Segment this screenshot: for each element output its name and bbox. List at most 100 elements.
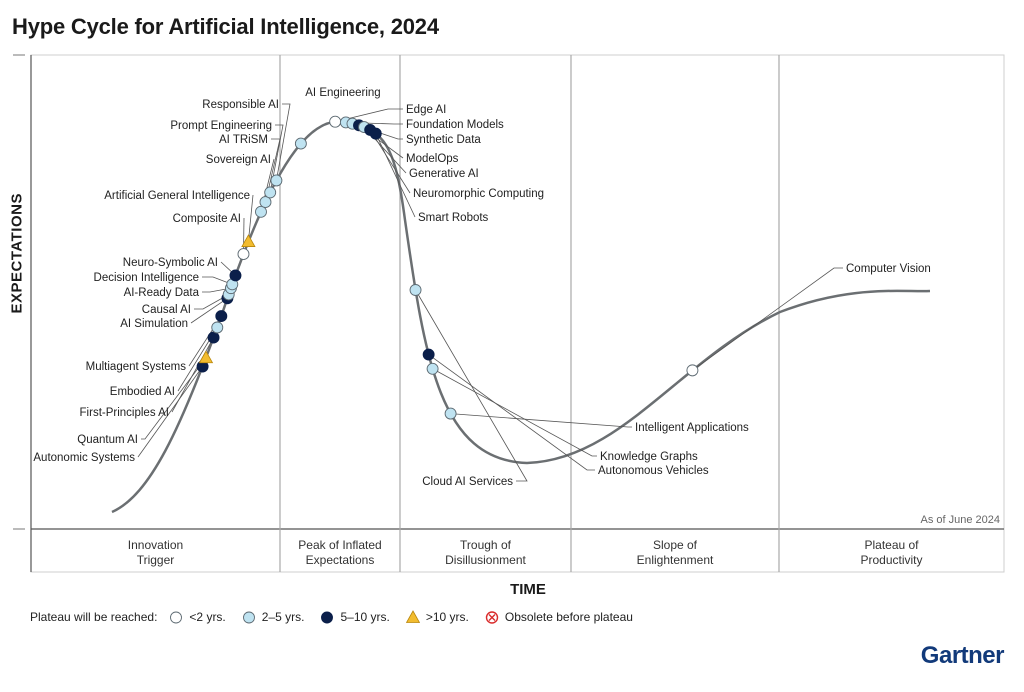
leader-artificial-general-intelligence (247, 194, 254, 242)
label-computer-vision: Computer Vision (846, 263, 931, 275)
marker-edge-ai (329, 115, 342, 128)
legend-item-gt10: >10 yrs. (405, 610, 469, 624)
phase-dividers (279, 55, 780, 572)
legend-symbol-2to5 (242, 611, 255, 624)
marker-sovereign-ai (255, 205, 267, 218)
legend-item-obsolete: Obsolete before plateau (485, 610, 633, 624)
as-of-note: As of June 2024 (920, 514, 1000, 526)
marker-composite-ai (237, 248, 250, 261)
label-ai-simulation: AI Simulation (120, 318, 188, 330)
label-ai-trism: AI TRiSM (219, 134, 268, 146)
leader-responsible-ai (276, 103, 291, 181)
label-cloud-ai-services: Cloud AI Services (422, 476, 513, 488)
label-smart-robots: Smart Robots (418, 212, 489, 224)
legend-symbol-5to10 (321, 611, 334, 624)
leader-decision-intelligence (202, 276, 233, 285)
technology-labels: Autonomic Systems Quantum AI First-Princip… (33, 87, 930, 488)
leader-smart-robots (375, 133, 416, 218)
phase-label: Plateau of Productivity (860, 538, 922, 567)
legend-item-2to5: 2–5 yrs. (242, 610, 305, 624)
legend-marker-lt2 (170, 611, 183, 624)
legend-label-2to5: 2–5 yrs. (261, 610, 305, 624)
marker-artificial-general-intelligence (241, 234, 256, 247)
leader-ai-simulation (190, 297, 228, 324)
label-ai-engineering: AI Engineering (305, 87, 380, 99)
label-composite-ai: Composite AI (173, 213, 241, 225)
legend-symbol-obsolete (485, 611, 499, 624)
marker-intelligent-applications (444, 407, 457, 420)
phase-label: Trough of Disillusionment (445, 538, 526, 567)
legend-item-5to10: 5–10 yrs. (320, 610, 390, 624)
label-decision-intelligence: Decision Intelligence (94, 272, 199, 284)
marker-knowledge-graphs (426, 362, 439, 375)
marker-smart-robots (369, 127, 382, 140)
label-multiagent-systems: Multiagent Systems (86, 361, 187, 373)
label-edge-ai: Edge AI (406, 104, 446, 116)
leader-ai-ready-data (202, 287, 232, 293)
label-responsible-ai: Responsible AI (202, 99, 279, 111)
leader-prompt-engineering (269, 124, 284, 193)
leader-cloud-ai-services (415, 289, 528, 482)
leader-quantum-ai (141, 357, 207, 440)
marker-computer-vision (686, 364, 699, 377)
label-modelops: ModelOps (406, 153, 459, 165)
label-prompt-engineering: Prompt Engineering (170, 120, 272, 132)
marker-cloud-ai-services (409, 284, 422, 296)
chart-frame (13, 54, 1005, 573)
label-neuro-symbolic-ai: Neuro-Symbolic AI (123, 257, 218, 269)
marker-autonomous-vehicles (422, 348, 435, 361)
label-embodied-ai: Embodied AI (110, 386, 175, 398)
marker-first-principles-ai (207, 331, 220, 344)
label-generative-ai: Generative AI (409, 168, 479, 180)
leader-autonomous-vehicles (428, 354, 595, 471)
marker-ai-engineering (294, 137, 307, 150)
marker-quantum-ai (198, 350, 214, 364)
label-synthetic-data: Synthetic Data (406, 134, 481, 146)
phase-label: Peak of Inflated Expectations (298, 538, 381, 567)
label-sovereign-ai: Sovereign AI (206, 154, 271, 166)
label-neuromorphic-computing: Neuromorphic Computing (413, 188, 544, 200)
legend-symbol-gt10 (405, 610, 420, 623)
label-first-principles-ai: First-Principles AI (80, 407, 169, 419)
marker-embodied-ai (211, 321, 224, 334)
label-causal-ai: Causal AI (142, 304, 191, 316)
label-ai-ready-data: AI-Ready Data (124, 287, 200, 299)
legend-label-gt10: >10 yrs. (425, 610, 469, 624)
legend-marker-5to10 (321, 611, 334, 624)
phase-label: Innovation Trigger (128, 538, 183, 567)
leader-knowledge-graphs (432, 368, 597, 457)
marker-multiagent-systems (215, 310, 228, 323)
legend-marker-obsolete (485, 611, 499, 624)
hype-cycle-chart: Innovation Trigger Peak of Inflated Expecta… (13, 54, 1005, 598)
marker-ai-trism (259, 196, 272, 209)
leader-intelligent-applications (450, 413, 632, 428)
leader-computer-vision (692, 267, 843, 371)
leader-autonomic-systems (137, 366, 203, 458)
leader-first-principles-ai (171, 337, 214, 413)
chart-title: Hype Cycle for Artificial Intelligence, … (12, 14, 439, 39)
label-autonomous-vehicles: Autonomous Vehicles (598, 465, 709, 477)
marker-responsible-ai (270, 174, 283, 187)
legend-symbol-lt2 (170, 611, 183, 624)
legend-label-obsolete: Obsolete before plateau (504, 610, 633, 624)
legend-title: Plateau will be reached: (30, 610, 158, 624)
phase-label: Slope of Enlightenment (637, 538, 714, 567)
marker-prompt-engineering (264, 186, 277, 199)
leader-neuromorphic-computing (369, 129, 411, 194)
legend: Plateau will be reached: <2 yrs. 2–5 yrs.… (30, 607, 649, 627)
marker-neuro-symbolic-ai (229, 269, 242, 282)
label-artificial-general-intelligence: Artificial General Intelligence (104, 190, 250, 202)
leader-composite-ai (243, 217, 245, 255)
legend-item-lt2: <2 yrs. (169, 610, 226, 624)
technology-markers (196, 115, 699, 420)
label-leaders (137, 103, 843, 482)
phase-labels: Innovation Trigger Peak of Inflated Expecta… (128, 538, 923, 567)
legend-label-5to10: 5–10 yrs. (340, 610, 390, 624)
label-intelligent-applications: Intelligent Applications (635, 422, 749, 434)
label-quantum-ai: Quantum AI (77, 434, 138, 446)
leader-edge-ai (335, 108, 403, 123)
label-autonomic-systems: Autonomic Systems (33, 452, 135, 464)
x-axis-label: TIME (510, 581, 546, 598)
leader-causal-ai (194, 294, 229, 310)
legend-marker-gt10 (405, 610, 420, 623)
